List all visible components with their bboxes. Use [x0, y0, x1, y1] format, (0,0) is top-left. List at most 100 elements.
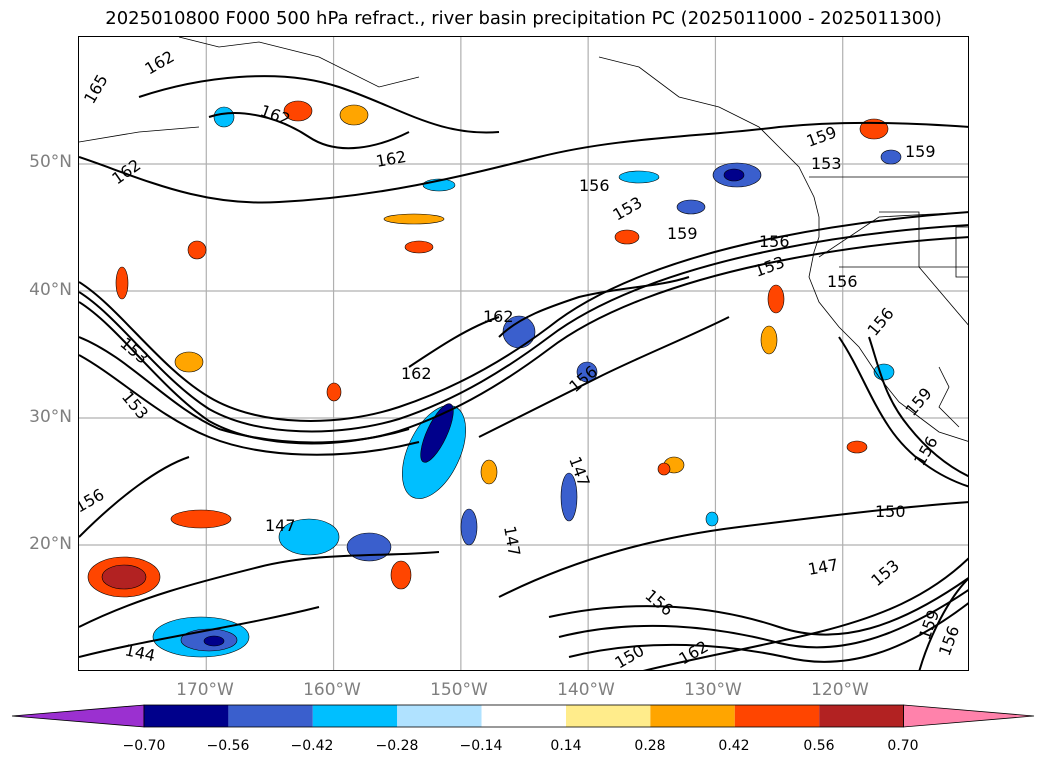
colorbar-segment — [566, 705, 651, 727]
lon-tick-label: 170°W — [176, 680, 234, 700]
contour-labels: 162 165 162 162 162 162 153 153 156 153 … — [79, 47, 963, 670]
colorbar-segment — [397, 705, 482, 727]
pc-blob-neg — [705, 511, 719, 527]
contour-label: 159 — [804, 122, 839, 150]
colorbar-tick-label: 0.42 — [718, 738, 750, 754]
contour-label: 144 — [123, 640, 157, 665]
contour-label: 165 — [80, 71, 112, 107]
colorbar-segments — [11, 704, 1035, 728]
contour-label: 162 — [401, 364, 432, 383]
contour-label: 156 — [864, 304, 898, 340]
colorbar-tick-label: 0.14 — [550, 738, 582, 754]
pc-blob-pos — [339, 104, 369, 126]
pc-blob-pos — [767, 284, 785, 314]
contour-label: 153 — [752, 252, 787, 280]
contour-label: 156 — [759, 232, 790, 251]
colorbar-tick-label: 0.56 — [803, 738, 835, 754]
contour-label: 159 — [667, 224, 698, 243]
colorbar-segment — [144, 705, 229, 727]
contour-label: 162 — [142, 47, 178, 79]
lon-tick-label: 130°W — [684, 680, 742, 700]
colorbar-tick-label: 0.28 — [634, 738, 666, 754]
contour-label: 156 — [79, 485, 107, 517]
pc-blob-pos — [170, 509, 232, 529]
contour-label: 156 — [641, 586, 677, 620]
contour-label: 150 — [875, 502, 906, 521]
pc-blob-pos — [614, 229, 640, 245]
pc-blob-neg — [346, 532, 392, 562]
colorbar-extend-min — [11, 704, 145, 728]
lat-tick-label: 40°N — [29, 280, 72, 300]
pc-blob-pos — [115, 266, 129, 300]
contour-label: 159 — [915, 607, 943, 642]
colorbar-segment — [312, 705, 398, 727]
colorbar-tick-label: −0.56 — [206, 738, 250, 754]
pc-blob-neg — [880, 149, 902, 165]
pc-blob-pos — [383, 213, 445, 225]
colorbar-extend-max — [903, 704, 1035, 728]
contour-label: 159 — [905, 142, 936, 161]
colorbar-segment — [819, 705, 904, 727]
map-svg: 162 165 162 162 162 162 153 153 156 153 … — [79, 37, 968, 670]
contour-label: 162 — [108, 155, 144, 188]
colorbar-segment — [228, 705, 313, 727]
pc-blob-pos — [390, 560, 412, 590]
contour-label: 156 — [827, 272, 858, 291]
graticule — [79, 37, 968, 670]
pc-blob-pos — [101, 564, 147, 590]
pc-blob-neg — [213, 106, 235, 128]
contour-label: 153 — [610, 193, 646, 225]
map-panel: 162 165 162 162 162 162 153 153 156 153 … — [78, 36, 969, 671]
colorbar-tick-label: −0.70 — [122, 738, 166, 754]
pc-blob-neg — [560, 472, 578, 522]
colorbar-tick-label: 0.70 — [887, 738, 919, 754]
lat-tick-label: 20°N — [29, 534, 72, 554]
coastlines — [79, 37, 968, 442]
pc-blob-pos — [283, 100, 313, 122]
colorbar-segment — [481, 705, 566, 727]
contour-label: 147 — [265, 516, 296, 535]
pc-blob-neg — [618, 170, 660, 184]
contour-label: 162 — [483, 307, 514, 326]
colorbar-tick-label: −0.14 — [459, 738, 503, 754]
contour-label: 156 — [910, 433, 942, 469]
contour-label: 162 — [374, 147, 407, 171]
pc-blob-pos — [187, 240, 207, 260]
colorbar-segment — [650, 705, 735, 727]
pc-blob-pos — [404, 240, 434, 254]
pc-blob-pos — [480, 459, 498, 485]
pc-blob-pos — [174, 351, 204, 373]
lat-tick-label: 50°N — [29, 152, 72, 172]
pc-blob-neg — [460, 508, 478, 546]
lon-tick-label: 120°W — [811, 680, 869, 700]
pc-blob-pos — [326, 382, 342, 402]
contour-label: 153 — [811, 154, 842, 173]
pc-blob-neg — [723, 168, 745, 182]
pc-shading — [87, 100, 902, 658]
contour-label: 159 — [902, 384, 936, 420]
pc-blob-pos — [760, 325, 778, 355]
pc-blob-neg — [676, 199, 706, 215]
pc-blob-pos — [846, 440, 868, 454]
contour-label: 147 — [500, 524, 524, 557]
pc-blob-pos — [859, 118, 889, 140]
pc-blob-neg — [873, 363, 895, 381]
colorbar-tick-label: −0.42 — [290, 738, 334, 754]
pc-blob-neg — [278, 518, 340, 556]
contour-label: 162 — [676, 637, 712, 669]
colorbar-tick-label: −0.28 — [375, 738, 419, 754]
pc-blob-neg — [420, 403, 454, 463]
lon-tick-label: 150°W — [430, 680, 488, 700]
lon-tick-label: 140°W — [557, 680, 615, 700]
plot-title: 2025010800 F000 500 hPa refract., river … — [105, 8, 942, 29]
lat-tick-label: 30°N — [29, 407, 72, 427]
contour-label: 156 — [579, 176, 610, 195]
refractivity-contours — [79, 75, 968, 670]
pc-blob-pos — [657, 462, 671, 476]
contour-label: 156 — [935, 623, 963, 658]
colorbar-segment — [734, 705, 820, 727]
lon-tick-label: 160°W — [303, 680, 361, 700]
pc-blob-neg — [203, 635, 225, 647]
contour-label: 153 — [867, 556, 903, 590]
contour-label: 147 — [806, 555, 839, 579]
